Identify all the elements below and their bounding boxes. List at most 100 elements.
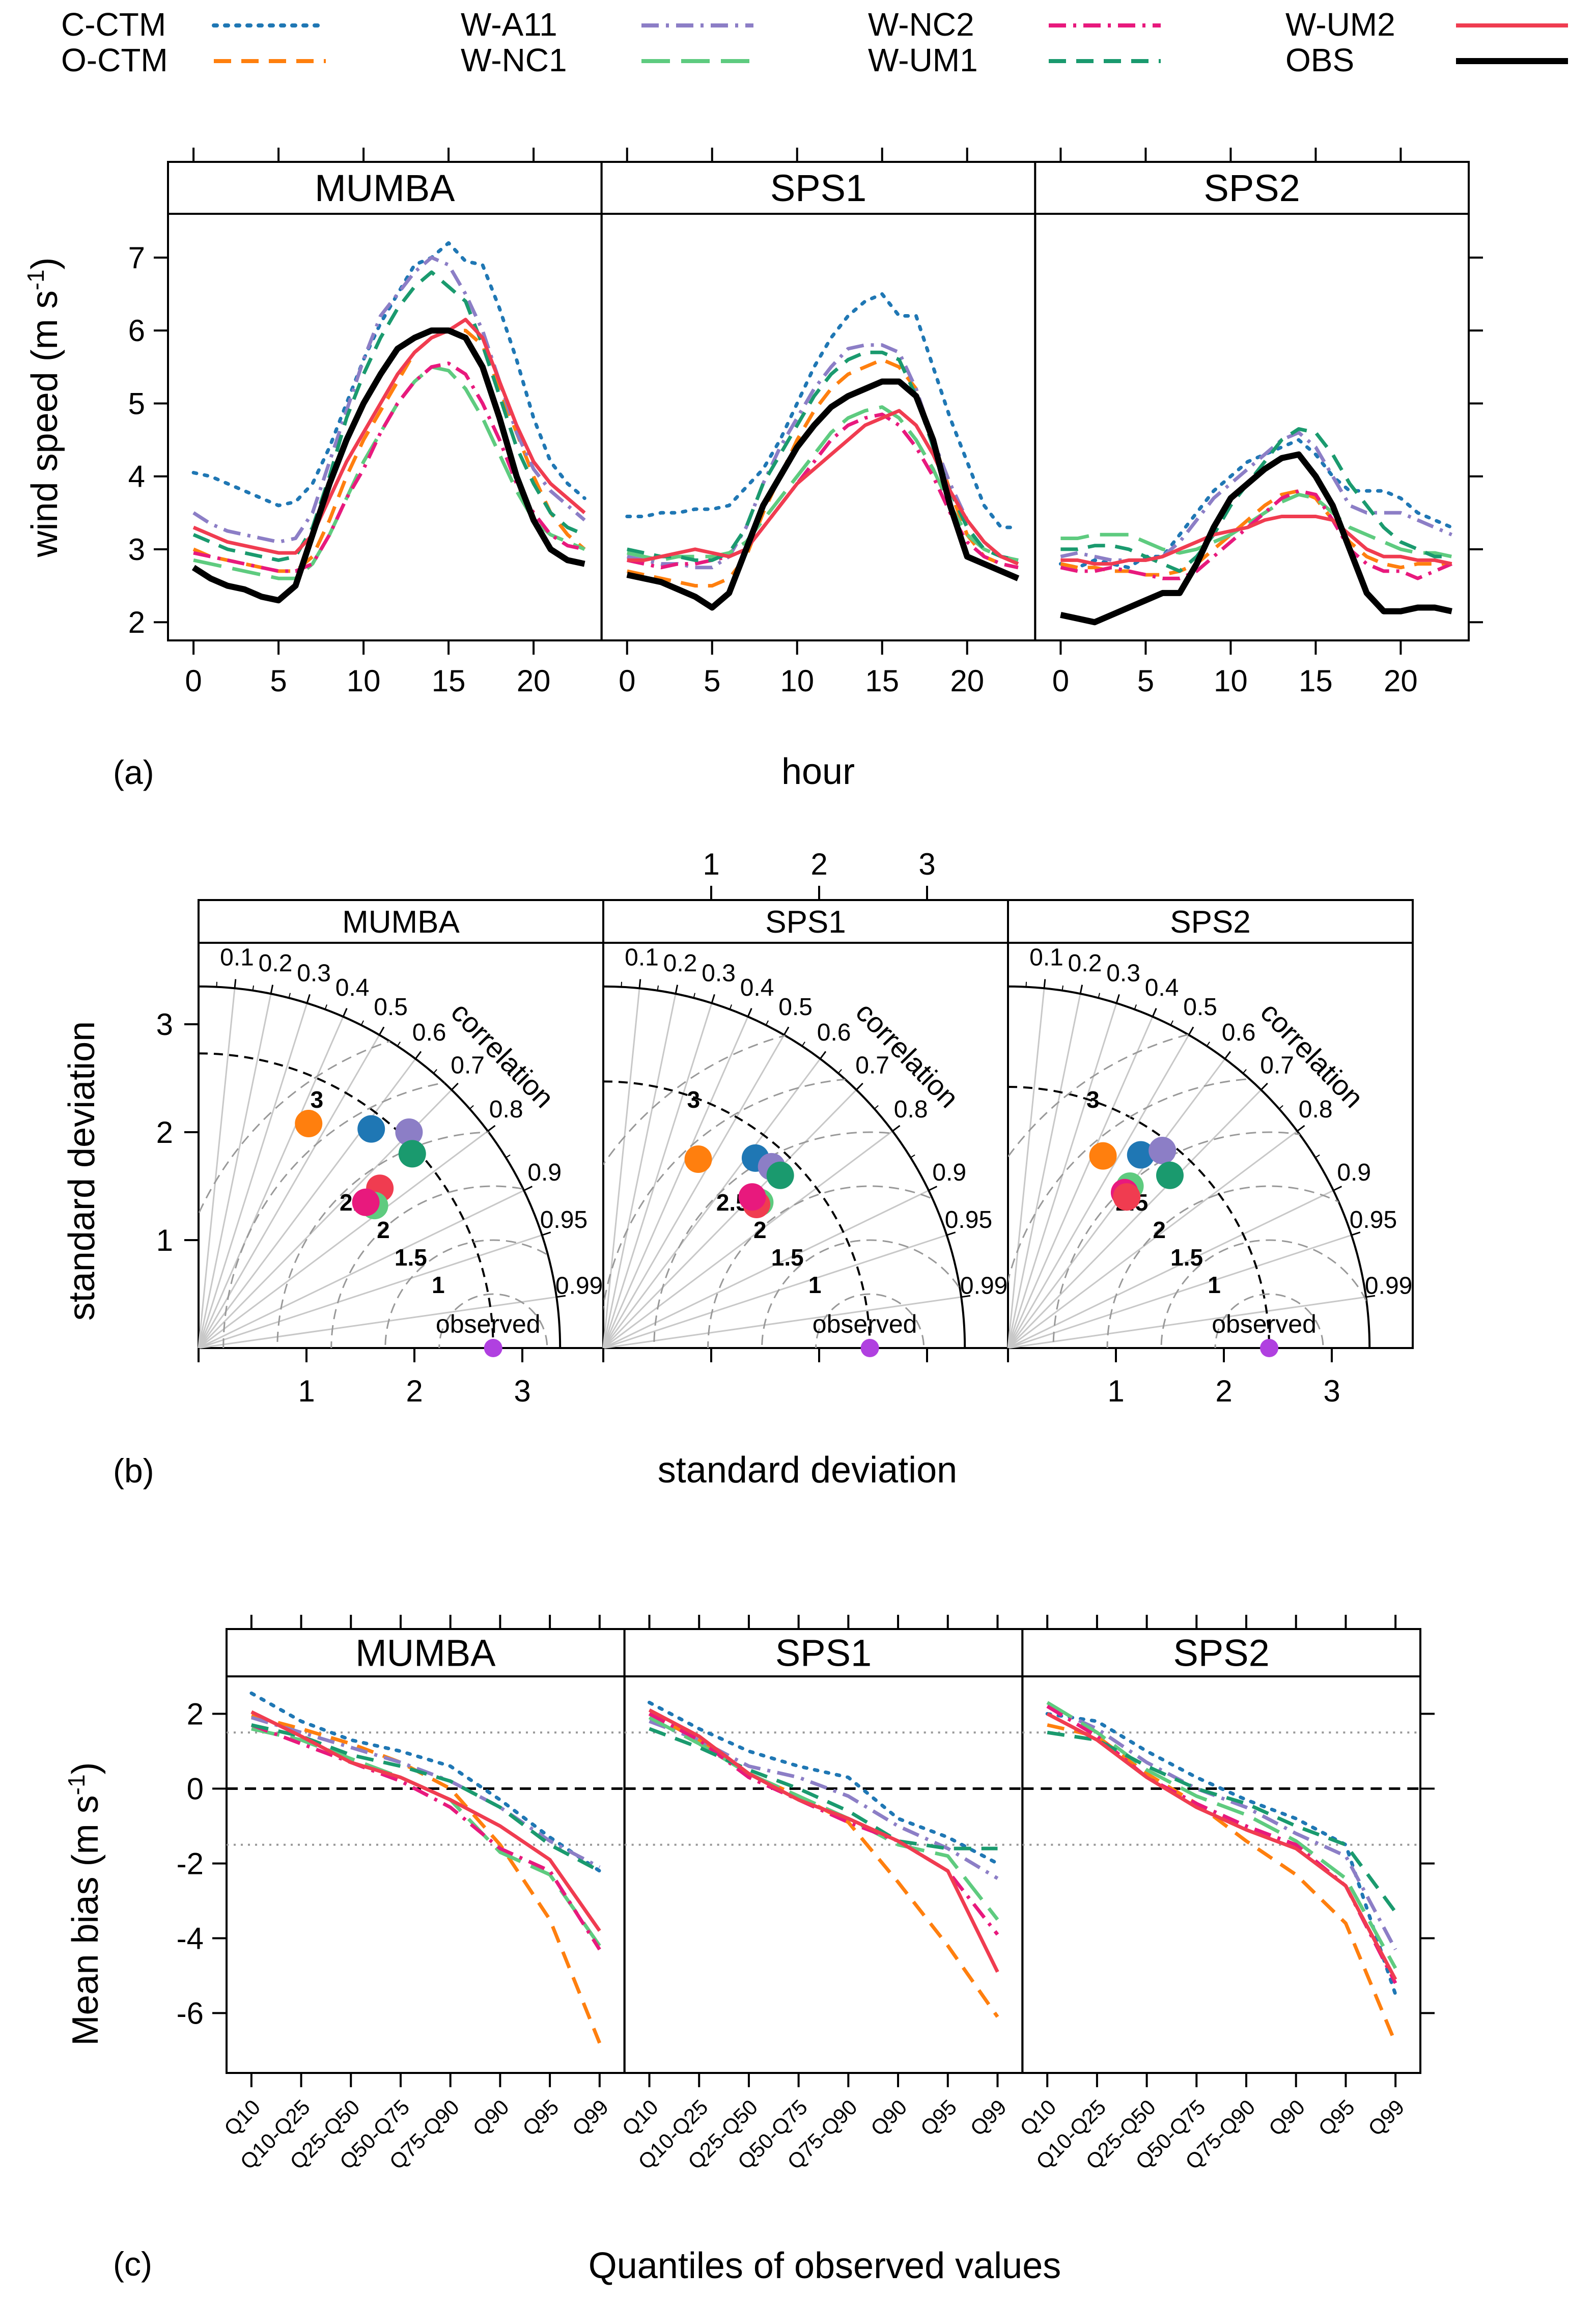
chart-a-wind-speed: MUMBA 0 5 10 15 20 SPS1 0 5 10 15 20 SPS2 0 5 10 15 20 2 3 4… [128, 148, 1483, 698]
y-tick-label: -2 [177, 1846, 204, 1881]
series-line-w-a11 [250, 1716, 601, 1869]
series-line-w-um2 [192, 318, 586, 555]
panel-label-b: (b) [113, 1452, 154, 1490]
point-o-ctm [1089, 1142, 1117, 1170]
chart-a-xlabel: hour [781, 751, 855, 792]
chart-b-ylabel: standard deviation [62, 1021, 102, 1321]
x-tick-label: Q10 [618, 2095, 663, 2140]
observed-point [860, 1339, 879, 1357]
correlation-ray [603, 1296, 962, 1349]
x-tick-label: 2 [406, 1374, 423, 1408]
series-line-w-nc2 [250, 1723, 601, 1951]
x-tick-label: 3 [514, 1374, 530, 1408]
x-tick-label: 5 [270, 664, 287, 698]
x-tick-label: 2 [1215, 1374, 1232, 1408]
x-tick-label: Q95 [1313, 2095, 1359, 2140]
rms-circle [815, 1293, 925, 1348]
rms-circle [761, 1239, 965, 1348]
series-line-c-ctm [625, 292, 1020, 529]
observed-point [1260, 1339, 1279, 1357]
strip-sps2 [1034, 161, 1470, 215]
x-tick-label: 20 [1384, 664, 1418, 698]
correlation-tick-label: 0.8 [489, 1096, 523, 1123]
series-line-w-um2 [250, 1710, 601, 1932]
correlation-tick-label: 0.2 [1068, 950, 1102, 977]
plot-frame [1021, 1675, 1422, 2074]
rms-label: 1 [432, 1272, 445, 1298]
series-line-w-um1 [192, 270, 585, 562]
panel-sps1: SPS1 0 5 10 15 20 [600, 148, 1037, 698]
point-w-nc2 [738, 1183, 766, 1211]
x-tick-label: Q99 [965, 2095, 1011, 2140]
legend-label-w-nc2: W-NC2 [868, 6, 974, 43]
correlation-ray [1007, 993, 1081, 1349]
correlation-ray [198, 1003, 308, 1349]
series-line-w-nc2 [627, 412, 1019, 570]
observed-label: observed [813, 1310, 917, 1338]
correlation-tick-label: 0.8 [894, 1096, 928, 1123]
correlation-ray [602, 1016, 749, 1349]
legend-label-w-nc1: W-NC1 [461, 42, 567, 78]
rms-circle [1214, 1293, 1324, 1348]
rms-label: 1 [1208, 1272, 1221, 1298]
correlation-tick-label: 0.6 [817, 1019, 851, 1046]
correlation-ray [198, 988, 236, 1349]
panel-title-sps1: SPS1 [765, 905, 846, 940]
rms-label: 2 [377, 1217, 390, 1243]
correlation-tick-label: 0.99 [960, 1272, 1007, 1299]
series-line-c-ctm [249, 1691, 602, 1873]
rms-label: 1.5 [1170, 1244, 1203, 1271]
series-line-w-um2 [1060, 515, 1452, 566]
series-line-w-um2 [648, 1708, 999, 1973]
chart-a-ylabel-sup: -1 [22, 269, 49, 290]
legend-label-w-um1: W-UM1 [868, 42, 978, 78]
correlation-tick-label: 0.99 [555, 1272, 603, 1299]
point-w-um1 [398, 1140, 426, 1168]
series-line-w-a11 [649, 1719, 999, 1880]
correlation-ray [198, 1296, 557, 1349]
y-tick-label: 3 [156, 1007, 173, 1042]
legend-label-c-ctm: C-CTM [61, 6, 166, 43]
x-tick-label: Q10 [219, 2095, 265, 2140]
correlation-ray [198, 1130, 489, 1349]
x-tick-label: 20 [517, 664, 551, 698]
series-line-w-nc1 [1046, 1701, 1397, 1969]
series-line-o-ctm [1060, 489, 1452, 577]
rms-circle [438, 1293, 548, 1348]
series-line-obs [1060, 451, 1452, 626]
x-tick-label: Q95 [518, 2095, 563, 2140]
point-o-ctm [295, 1110, 323, 1138]
correlation-tick-label: 0.2 [663, 950, 697, 977]
point-w-um1 [766, 1161, 794, 1189]
point-w-a11 [1149, 1137, 1177, 1165]
correlation-tick [556, 1295, 566, 1298]
series-line-c-ctm [648, 1700, 999, 1865]
correlation-ray [603, 1234, 947, 1349]
correlation-ray [1007, 1296, 1366, 1349]
correlation-ray [602, 1034, 785, 1349]
x-tick-label: 1 [298, 1374, 315, 1408]
correlation-tick-label: 0.2 [259, 950, 293, 977]
series-line-obs [191, 327, 585, 604]
chart-b-xlabel: standard deviation [658, 1450, 957, 1491]
outer-arc [603, 985, 966, 1349]
rms-label: 3 [1086, 1086, 1100, 1113]
correlation-ray [602, 1003, 713, 1349]
x-tick-label-top: 2 [810, 847, 827, 881]
correlation-tick-label: 0.9 [527, 1159, 562, 1186]
correlation-tick-label: 0.1 [625, 944, 659, 971]
correlation-tick [961, 1295, 971, 1298]
point-w-nc2 [352, 1188, 380, 1216]
correlation-tick-label: 0.7 [1260, 1052, 1294, 1079]
series-line-w-nc2 [193, 361, 585, 573]
series-line-o-ctm [648, 1712, 999, 2018]
x-tick-label: 20 [950, 664, 984, 698]
legend-label-w-a11: W-A11 [461, 6, 557, 43]
correlation-tick-label: 0.9 [1337, 1159, 1371, 1186]
chart-a-ylabel: wind speed (m s-1) [22, 257, 65, 557]
correlation-tick-label: 0.95 [945, 1207, 992, 1233]
y-tick-label: 2 [187, 1697, 204, 1731]
observed-label: observed [436, 1310, 541, 1338]
